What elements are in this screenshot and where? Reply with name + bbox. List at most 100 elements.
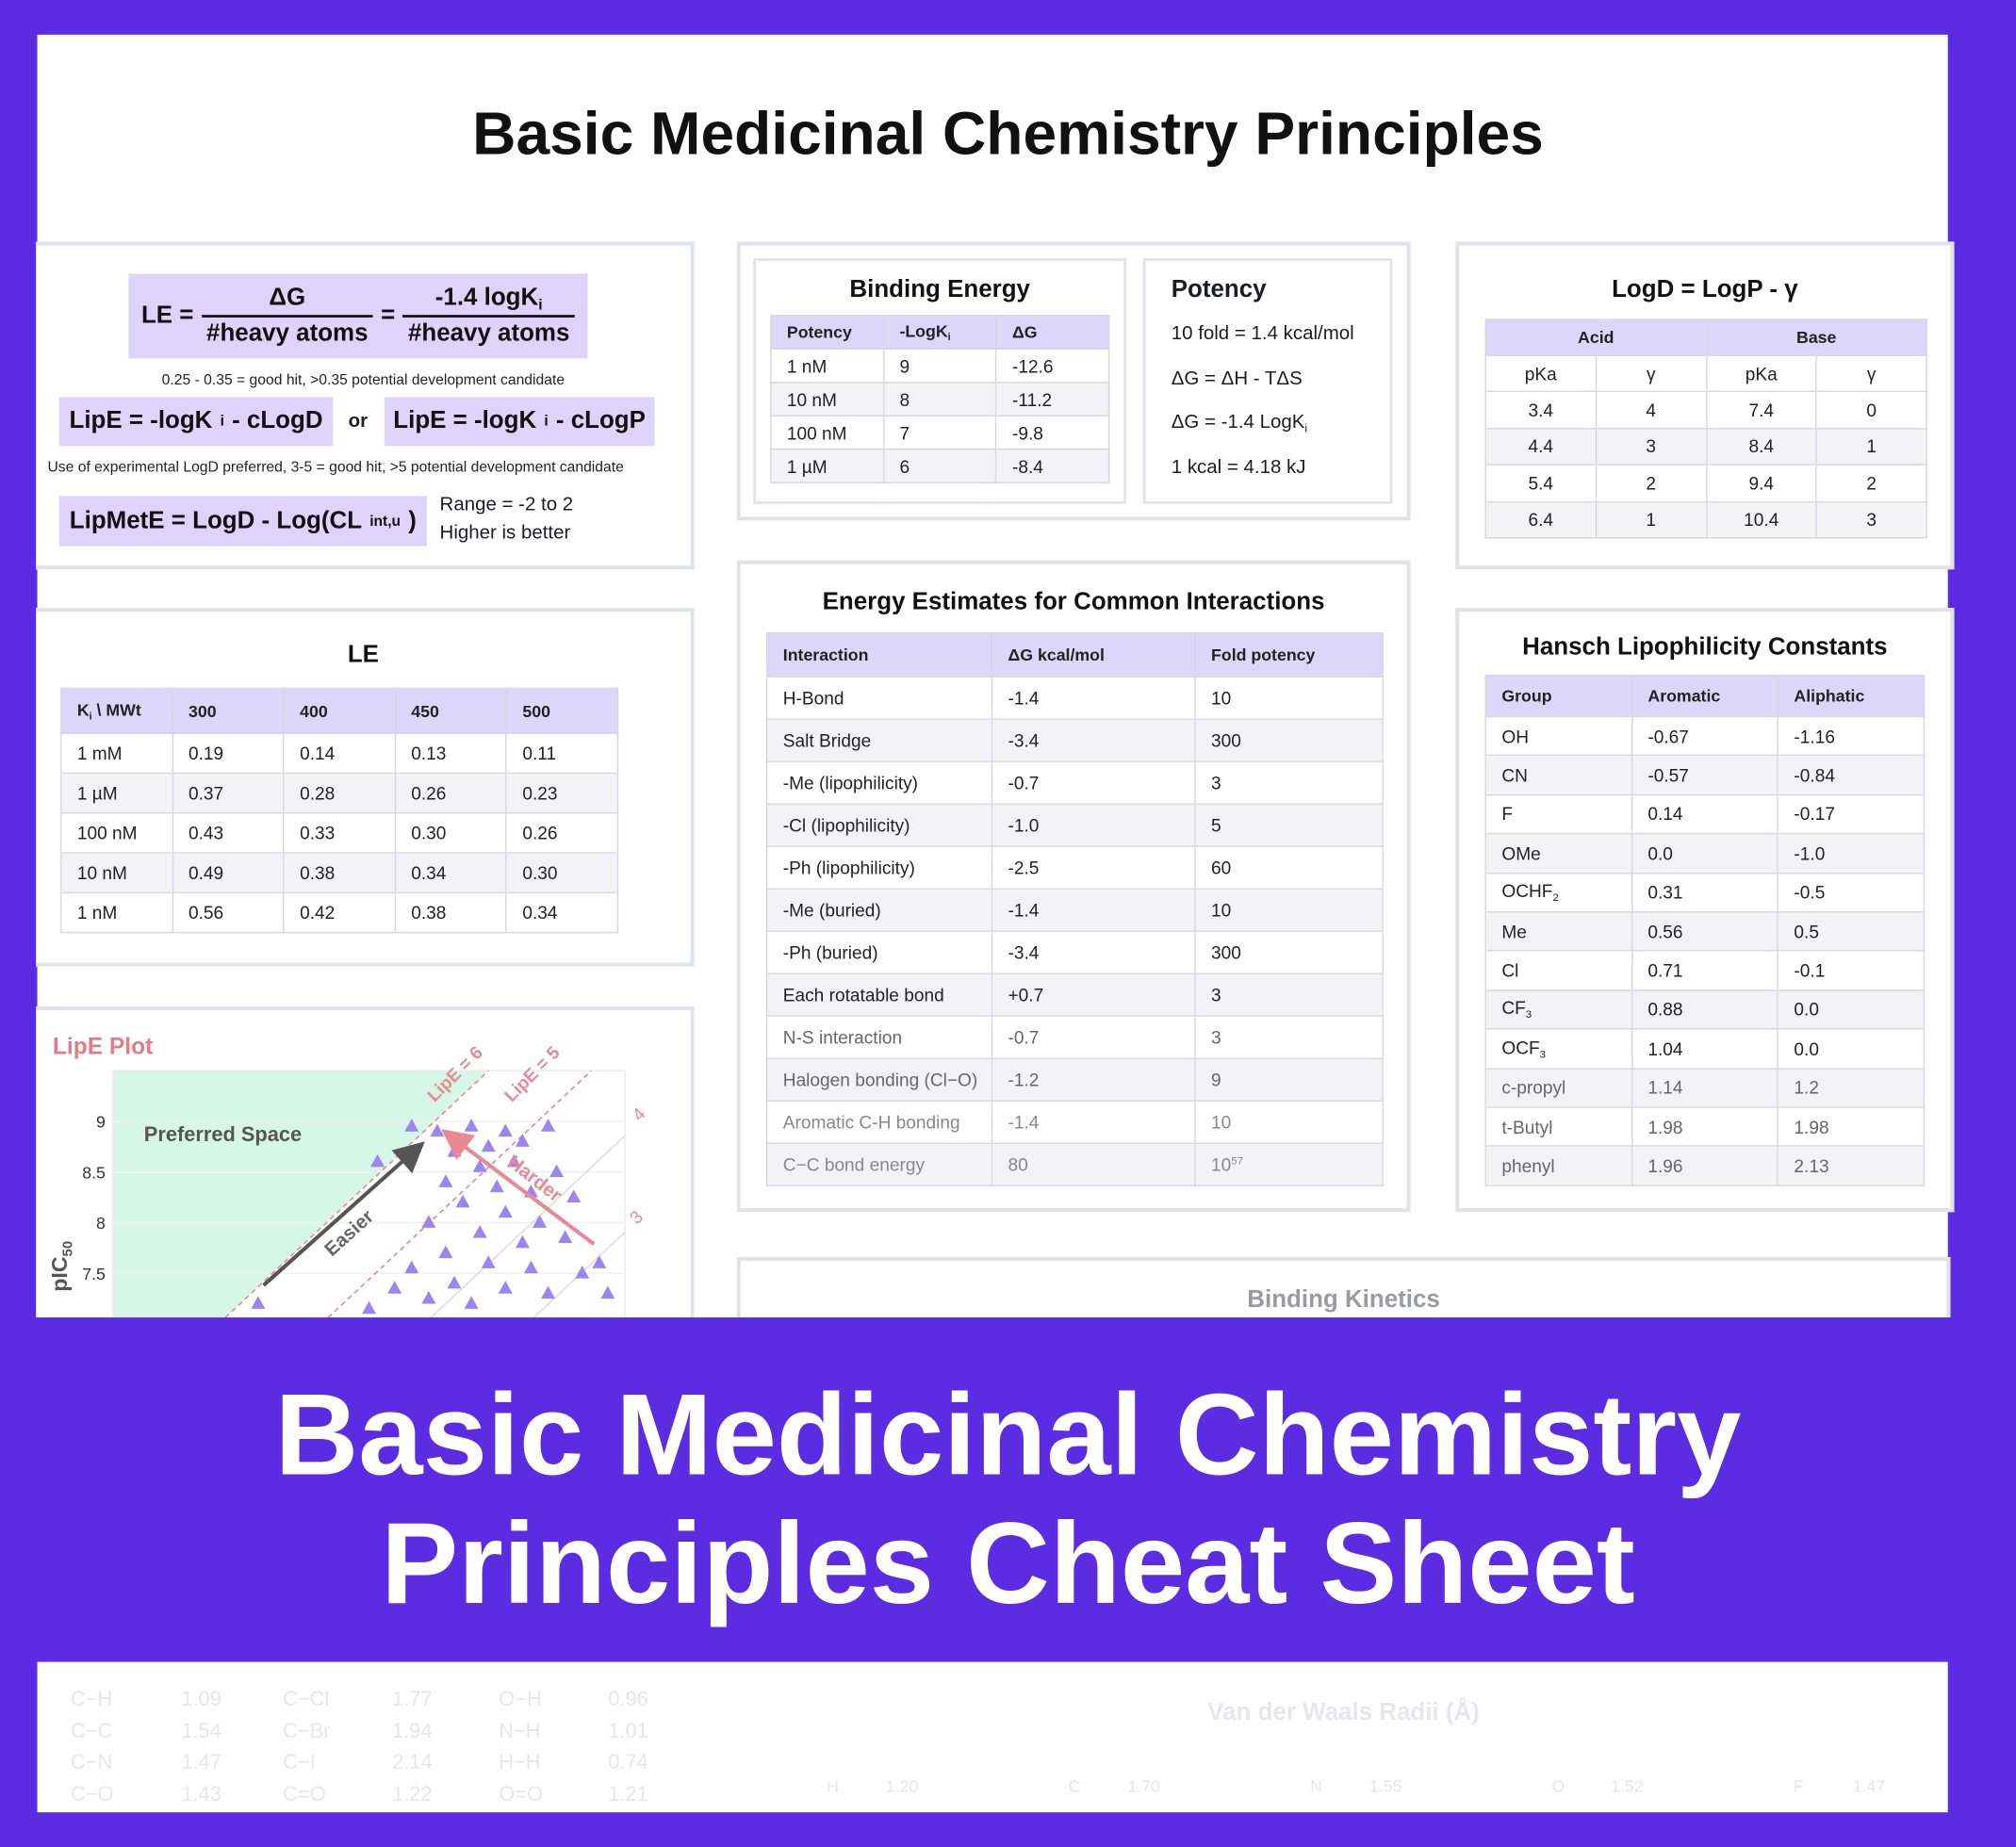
cell: 7 [882, 415, 997, 450]
text-part: \ MWt [91, 699, 141, 720]
text-part: - cLogP [555, 407, 646, 435]
subheader-row: pKa γ pKa γ [1484, 354, 1927, 393]
bond-cell: C−Cl [283, 1689, 330, 1711]
cell: 0 [1815, 390, 1927, 429]
header-row: Ki \ MWt 300 400 450 500 [60, 687, 619, 734]
cell: -Cl (lipophilicity) [766, 803, 993, 847]
vdw-cell: O [1551, 1775, 1565, 1796]
table-row: 6.4 1 10.4 3 [1484, 500, 1927, 539]
potency-line: ΔG = ΔH - TΔS [1171, 367, 1303, 389]
data-point [464, 1296, 479, 1309]
formula-text: = [381, 302, 396, 330]
table: Acid Base pKa γ pKa γ 3.4 4 7.4 0 4.4 3 8.4 1 5.4 2 9.4 2… [1484, 319, 1927, 539]
cell: 0.38 [394, 891, 507, 934]
cell: Salt Bridge [766, 718, 993, 762]
cell: 0.30 [394, 812, 507, 854]
bond-cell: 1.94 [392, 1720, 433, 1742]
cell: 0.49 [172, 852, 285, 893]
cell: 1.14 [1631, 1067, 1779, 1108]
cell: 9 [882, 348, 997, 384]
cell: 0.26 [505, 812, 619, 854]
cell: -1.4 [991, 1100, 1196, 1144]
subscript: int,u [369, 513, 402, 530]
data-point [506, 1153, 521, 1168]
data-point [592, 1255, 607, 1268]
column-header: Aromatic [1631, 675, 1779, 718]
card-title: Binding Kinetics [1247, 1286, 1440, 1314]
table-row: c-propyl 1.14 1.2 [1484, 1067, 1926, 1108]
region-label: Preferred Space [144, 1122, 302, 1146]
cell: 0.34 [394, 852, 507, 893]
cell: -Ph (lipophilicity) [766, 845, 993, 890]
data-point [549, 1164, 565, 1178]
table-row: 5.4 2 9.4 2 [1484, 464, 1927, 502]
banner-line: Principles Cheat Sheet [381, 1499, 1635, 1629]
text-part: K [76, 699, 90, 720]
cell: Cl [1484, 950, 1633, 991]
table: Potency -LogKi ΔG 1 nM 9 -12.6 10 nM 8 -11.2 100 … [770, 315, 1110, 483]
table-row: N-S interaction -0.7 3 [766, 1015, 1384, 1059]
cell: -1.4 [991, 888, 1196, 932]
text-part: LipE = -logK [393, 407, 537, 435]
bond-cell: 1.01 [608, 1720, 648, 1742]
subscript: i [947, 331, 951, 343]
y-tick-label: 9 [96, 1113, 106, 1132]
data-point [472, 1159, 487, 1172]
bond-cell: C−Br [283, 1720, 331, 1742]
cell: -0.5 [1777, 872, 1926, 913]
lipe-line [218, 1070, 489, 1325]
data-point [498, 1204, 513, 1218]
cell: 9.4 [1705, 464, 1817, 502]
table-head: Acid Base pKa γ pKa γ [1484, 319, 1927, 393]
cell: 1.96 [1631, 1145, 1779, 1186]
interactions-card: Energy Estimates for Common Interactions… [736, 560, 1411, 1213]
lipe-line-label: 4 [629, 1104, 650, 1126]
data-point [481, 1255, 496, 1268]
column-header: Fold potency [1194, 632, 1384, 678]
subscript: 50 [59, 1241, 75, 1257]
bond-cell: O−H [499, 1689, 542, 1711]
table-body: 1 mM 0.19 0.14 0.13 0.11 1 µM 0.37 0.28 0.26 0.23… [60, 732, 619, 934]
subscript: 3 [1525, 1007, 1532, 1022]
bond-cell: 1.47 [181, 1752, 221, 1774]
cell: 0.14 [1631, 793, 1779, 835]
table-row: -Cl (lipophilicity) -1.0 5 [766, 803, 1384, 847]
card-title: LogD = LogP - γ [1612, 276, 1798, 303]
cell: t-Butyl [1484, 1106, 1633, 1148]
potency-line: 10 fold = 1.4 kcal/mol [1171, 322, 1354, 345]
column-header: pKa [1484, 354, 1597, 393]
cell: CN [1484, 755, 1633, 795]
cell: 0.0 [1777, 1028, 1926, 1070]
bond-cell: N−H [499, 1720, 541, 1742]
table-row: -Ph (buried) -3.4 300 [766, 930, 1384, 974]
cell: 0.33 [283, 812, 396, 854]
cell: OCF3 [1484, 1028, 1633, 1070]
fraction: ΔG #heavy atoms [201, 284, 373, 348]
table-row: F 0.14 -0.17 [1484, 793, 1926, 835]
subscript: i [220, 414, 224, 430]
column-header: γ [1815, 354, 1927, 393]
cell: c-propyl [1484, 1067, 1633, 1108]
data-point [600, 1285, 615, 1299]
column-header: Group [1484, 675, 1633, 718]
column-header: pKa [1705, 354, 1817, 393]
cell: 2.13 [1777, 1145, 1926, 1186]
preferred-region [113, 1071, 489, 1324]
data-point [251, 1296, 266, 1309]
cell: 0.56 [1631, 910, 1779, 952]
data-point [523, 1260, 538, 1274]
vdw-title: Van der Waals Radii (Å) [1207, 1699, 1480, 1726]
cell: 0.19 [172, 732, 285, 775]
header-row: Interaction ΔG kcal/mol Fold potency [766, 632, 1384, 678]
y-tick-label: 8 [96, 1214, 106, 1233]
bond-cell: 1.77 [392, 1689, 433, 1711]
bond-cell: C−I [283, 1752, 316, 1774]
cell: CF3 [1484, 989, 1633, 1030]
cell: -Me (lipophilicity) [766, 760, 993, 805]
cell: 1 nM [770, 348, 885, 384]
cell: -1.0 [1777, 833, 1926, 874]
box-title: Potency [1171, 276, 1267, 303]
data-point [532, 1215, 547, 1228]
